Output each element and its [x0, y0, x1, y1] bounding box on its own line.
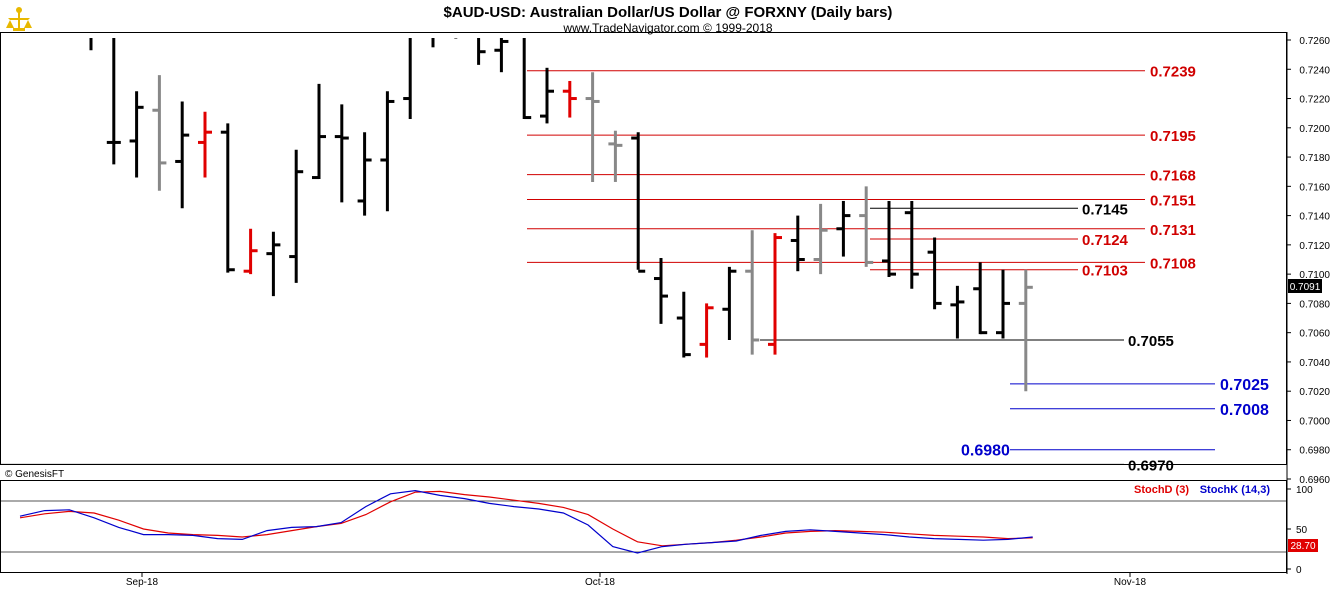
stoch-tick-label: 50	[1296, 525, 1308, 536]
stoch-tick-label: 0	[1296, 565, 1302, 576]
price-tick-label: 0.7240	[1299, 65, 1330, 76]
ohlc-bar	[175, 101, 190, 209]
stoch-k-line	[19, 489, 1033, 554]
level-label-0.7195: 0.7195	[1150, 128, 1196, 145]
copyright-label: © GenesisFT	[5, 469, 64, 480]
level-label-0.7008: 0.7008	[1220, 402, 1269, 419]
price-tick-label: 0.7060	[1299, 329, 1330, 340]
ohlc-bar	[312, 83, 326, 180]
level-label-0.7168: 0.7168	[1150, 168, 1196, 185]
genesis-logo-icon	[6, 7, 32, 31]
ohlc-bar	[631, 132, 646, 273]
ohlc-bar	[289, 149, 304, 283]
price-tick-label: 0.7260	[1299, 36, 1330, 47]
price-tick-label: 0.7160	[1299, 182, 1330, 193]
price-tick-label: 0.7020	[1299, 387, 1330, 398]
ohlc-bar	[996, 269, 1010, 339]
price-tick-label: 0.7040	[1299, 358, 1330, 369]
ohlc-bar	[585, 72, 600, 182]
price-tick-label: 0.6980	[1299, 446, 1330, 457]
ohlc-bar	[904, 200, 919, 289]
stoch-panel-frame	[0, 480, 1287, 573]
date-tick-label: Nov-18	[1114, 577, 1147, 588]
ohlc-bar	[477, 38, 486, 65]
stoch-tick-label: 100	[1296, 485, 1313, 496]
ohlc-bar	[220, 123, 235, 273]
last-price-label: 0.7091	[1290, 282, 1321, 293]
ohlc-bar	[654, 258, 668, 324]
ohlc-bar	[152, 75, 167, 191]
ohlc-bar	[973, 262, 988, 335]
price-tick-label: 0.7120	[1299, 241, 1330, 252]
stoch-last-box	[1288, 539, 1318, 552]
ohlc-bar	[562, 80, 577, 118]
ohlc-bar	[266, 231, 281, 297]
ohlc-bar	[380, 91, 395, 212]
level-label-0.7124: 0.7124	[1082, 232, 1129, 249]
level-label-0.7103: 0.7103	[1082, 263, 1128, 280]
date-tick-label: Sep-18	[126, 577, 159, 588]
ohlc-bar	[768, 233, 782, 355]
price-bars	[89, 38, 1033, 392]
ohlc-bar	[859, 186, 874, 267]
price-tick-label: 0.7140	[1299, 212, 1330, 223]
ohlc-bar	[745, 230, 760, 355]
stoch-lines	[19, 489, 1033, 554]
ohlc-bar	[494, 38, 509, 73]
level-label-0.6970: 0.6970	[1128, 457, 1174, 474]
level-lines: 0.7239 0.7195 0.7168 0.7151 0.7145 0.7131 0.71…	[0, 64, 1269, 474]
ohlc-bar	[522, 38, 532, 120]
ohlc-bar	[403, 38, 412, 120]
ohlc-bar	[790, 215, 805, 272]
price-tick-label: 0.7200	[1299, 124, 1330, 135]
ohlc-bar	[699, 303, 714, 358]
ohlc-bar	[722, 266, 737, 340]
price-tick-label: 0.7180	[1299, 153, 1330, 164]
ohlc-bar	[106, 38, 121, 165]
chart-subtitle: www.TradeNavigator.com © 1999-2018	[562, 21, 772, 35]
ohlc-bar	[836, 200, 851, 257]
stoch-axis-ticks: 100 50 0	[1287, 485, 1313, 576]
date-tick-label: Oct-18	[585, 577, 615, 588]
date-axis-labels: Sep-18 Oct-18 Nov-18	[126, 573, 1147, 588]
ohlc-bar	[243, 228, 258, 275]
ohlc-bar	[608, 130, 623, 182]
price-tick-label: 0.7220	[1299, 95, 1330, 106]
ohlc-bar	[927, 237, 942, 310]
ohlc-bar	[129, 91, 144, 178]
ohlc-bar	[334, 104, 349, 203]
level-label-0.7145: 0.7145	[1082, 201, 1128, 218]
ohlc-bar	[813, 203, 828, 275]
ohlc-bar	[198, 111, 212, 178]
stoch-k-legend: StochK (14,3)	[1200, 484, 1271, 496]
level-label-0.7055: 0.7055	[1128, 333, 1174, 350]
ohlc-bar	[882, 200, 896, 278]
ohlc-bar	[1018, 269, 1033, 392]
ohlc-bar	[950, 285, 965, 339]
price-tick-label: 0.6960	[1299, 475, 1330, 486]
stoch-d-legend: StochD (3)	[1134, 484, 1189, 496]
ohlc-bar	[540, 67, 554, 124]
level-label-0.6980: 0.6980	[961, 443, 1010, 460]
stoch-d-line	[19, 490, 1033, 547]
ohlc-bar	[676, 291, 691, 358]
chart-title: $AUD-USD: Australian Dollar/US Dollar @ …	[444, 4, 893, 21]
price-panel-frame	[0, 32, 1287, 465]
last-price-box	[1288, 279, 1322, 293]
price-tick-label: 0.7000	[1299, 416, 1330, 427]
price-axis-ticks: 0.7260 0.7240 0.7220 0.7200 0.7180 0.7160 0.71…	[1287, 36, 1330, 486]
level-label-0.7131: 0.7131	[1150, 222, 1196, 239]
level-label-0.7151: 0.7151	[1150, 193, 1196, 210]
level-label-0.7239: 0.7239	[1150, 64, 1196, 81]
price-tick-label: 0.7100	[1299, 270, 1330, 281]
price-tick-label: 0.7080	[1299, 299, 1330, 310]
ohlc-bar	[357, 132, 372, 216]
level-label-0.7025: 0.7025	[1220, 377, 1269, 394]
level-label-0.7108: 0.7108	[1150, 255, 1196, 272]
stoch-last-label: 28.70	[1290, 541, 1315, 552]
